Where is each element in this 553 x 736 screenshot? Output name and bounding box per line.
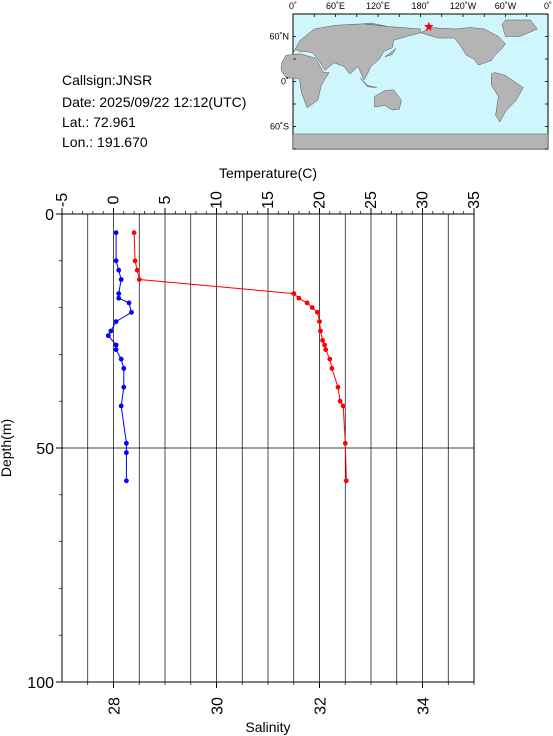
salinity-tick-label: 28 [107, 697, 124, 715]
lon-value: 191.670 [97, 134, 148, 150]
temperature-point [322, 342, 327, 348]
temperature-point [304, 300, 310, 306]
temperature-point [340, 403, 346, 409]
salinity-tick-label: 34 [416, 697, 433, 715]
longitude-text: Lon.: 191.670 [62, 134, 148, 150]
salinity-point [124, 478, 129, 484]
salinity-point [129, 309, 134, 315]
callsign-text: Callsign:JNSR [62, 72, 153, 88]
salinity-point [124, 440, 129, 446]
temperature-tick-label: 30 [415, 191, 432, 209]
salinity-point [116, 267, 122, 273]
depth-tick-label: 50 [36, 441, 54, 458]
lat-label: Lat.: [62, 114, 90, 130]
temperature-point [132, 258, 138, 264]
temperature-tick-label: 35 [466, 191, 483, 209]
salinity-point [124, 450, 129, 456]
temperature-point [315, 309, 320, 315]
temperature-tick-label: 10 [209, 191, 226, 209]
salinity-point [121, 366, 127, 371]
chart-grid [62, 214, 474, 682]
salinity-tick-label: 30 [210, 697, 227, 715]
temperature-tick-label: 15 [260, 191, 277, 209]
salinity-point [118, 277, 124, 282]
salinity-axis-title: Salinity [245, 719, 290, 735]
temperature-point [131, 230, 137, 236]
temperature-point [309, 305, 315, 310]
temperature-point [136, 277, 142, 282]
temperature-point [291, 291, 297, 296]
salinity-point [118, 356, 124, 362]
temperature-point [134, 267, 140, 273]
chart-series [105, 230, 349, 484]
lon-label: Lon.: [62, 134, 94, 150]
salinity-point [121, 384, 127, 390]
temperature-point [327, 356, 333, 362]
salinity-point [113, 342, 119, 348]
temperature-point [323, 347, 329, 353]
salinity-point [108, 328, 114, 334]
temperature-point [296, 295, 302, 301]
salinity-point [126, 300, 132, 306]
depth-axis-title: Depth(m) [0, 419, 14, 477]
temperature-axis-title: Temperature(C) [219, 165, 317, 181]
salinity-point [118, 403, 124, 409]
salinity-point [113, 319, 119, 324]
temperature-profile-line [133, 232, 347, 481]
temperature-point [317, 319, 322, 324]
salinity-point [113, 347, 119, 353]
depth-tick-label: 0 [45, 207, 54, 224]
temperature-point [335, 384, 341, 390]
depth-tick-label: 100 [27, 675, 54, 692]
temperature-tick-label: 0 [106, 195, 123, 204]
chart-ticks [56, 208, 475, 688]
temperature-point [337, 398, 343, 404]
salinity-point [116, 291, 122, 296]
latitude-text: Lat.: 72.961 [62, 114, 136, 130]
temperature-point [343, 478, 349, 484]
salinity-point [113, 230, 119, 236]
salinity-point [116, 295, 122, 301]
salinity-point [113, 258, 119, 264]
temperature-point [342, 440, 348, 446]
temperature-tick-label: 20 [312, 191, 329, 209]
temperature-tick-label: -5 [54, 193, 71, 207]
date-value: 2025/09/22 12:12(UTC) [99, 94, 247, 110]
temperature-tick-label: 5 [157, 195, 174, 204]
temperature-tick-label: 25 [363, 191, 380, 209]
date-text: Date: 2025/09/22 12:12(UTC) [62, 94, 246, 110]
temperature-point [320, 338, 325, 343]
salinity-point [105, 333, 111, 339]
salinity-tick-label: 32 [313, 697, 330, 715]
lat-value: 72.961 [93, 114, 136, 130]
temperature-point [329, 366, 335, 371]
date-label: Date: [62, 94, 96, 110]
temperature-point [318, 328, 323, 334]
